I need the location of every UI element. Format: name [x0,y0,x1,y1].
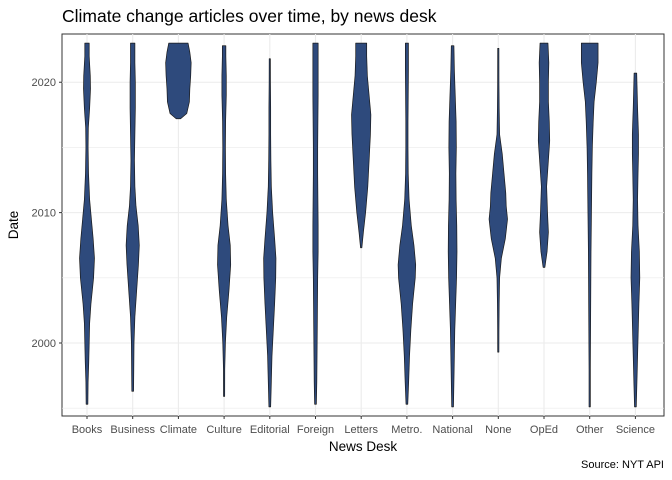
x-tick-label: Other [576,424,604,436]
x-tick-label: Metro. [391,424,422,436]
x-tick-label: Science [616,424,655,436]
violin-letters [351,42,372,249]
x-tick-label: Foreign [297,424,334,436]
x-tick-label: National [432,424,472,436]
x-axis-title: News Desk [329,439,398,454]
x-tick-label: Letters [344,424,378,436]
x-tick-label: Editorial [250,424,290,436]
y-tick-label: 2000 [32,338,56,350]
violin-national [447,45,458,408]
violin-science [630,72,641,408]
y-axis-title: Date [6,211,21,240]
x-axis-ticks: Books Business Climate Culture Editorial Fore… [72,416,655,436]
y-tick-label: 2010 [32,208,56,220]
violin-metro [397,42,417,405]
violin-other [580,42,599,408]
violin-climate [165,42,192,120]
violin-business [125,42,140,392]
chart-caption: Source: NYT API [581,459,664,471]
x-tick-label: None [485,424,511,436]
violins [79,42,641,408]
x-tick-label: Culture [206,424,241,436]
x-tick-label: Books [72,424,103,436]
violin-editorial [263,58,277,408]
y-tick-label: 2020 [32,77,56,89]
violin-foreign [312,42,319,405]
chart-title: Climate change articles over time, by ne… [62,6,437,26]
violin-culture [217,45,232,397]
x-tick-label: Business [110,424,155,436]
violin-none [488,47,508,353]
x-tick-label: Climate [160,424,197,436]
y-axis-ticks: 2000 2010 2020 [32,77,62,350]
x-tick-label: OpEd [530,424,558,436]
violin-books [79,42,95,405]
violin-oped [537,42,551,268]
